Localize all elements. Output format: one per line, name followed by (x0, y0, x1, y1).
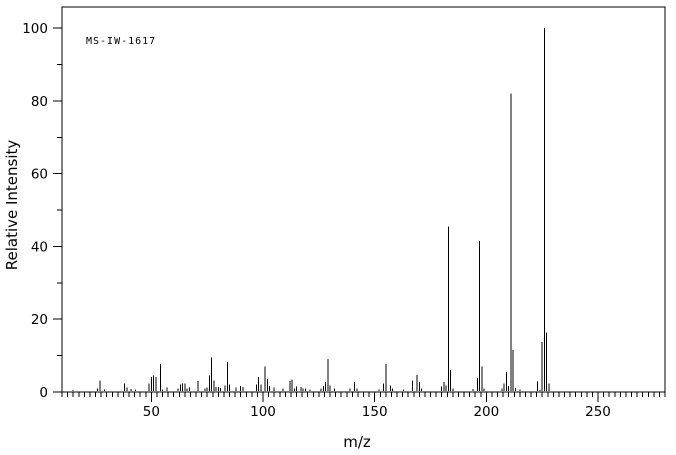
x-axis-label: m/z (343, 433, 371, 451)
y-tick-label: 20 (31, 312, 48, 328)
plot-border (61, 6, 666, 393)
spectrum-id-label: MS-IW-1617 (86, 36, 156, 47)
plot-area: 50 100 150 200 250 0 20 40 60 80 100 (22, 6, 666, 420)
x-tick-label: 50 (143, 404, 160, 420)
x-tick-label: 250 (585, 404, 611, 420)
x-tick-label: 150 (362, 404, 388, 420)
x-tick-label: 100 (250, 404, 276, 420)
y-tick-label: 40 (31, 239, 48, 255)
y-tick-label: 0 (39, 385, 48, 401)
y-tick-label: 80 (31, 94, 48, 110)
y-tick-label: 60 (31, 167, 48, 183)
y-tick-label: 100 (22, 21, 48, 37)
y-axis-label: Relative Intensity (3, 140, 21, 271)
x-tick-label: 200 (473, 404, 499, 420)
